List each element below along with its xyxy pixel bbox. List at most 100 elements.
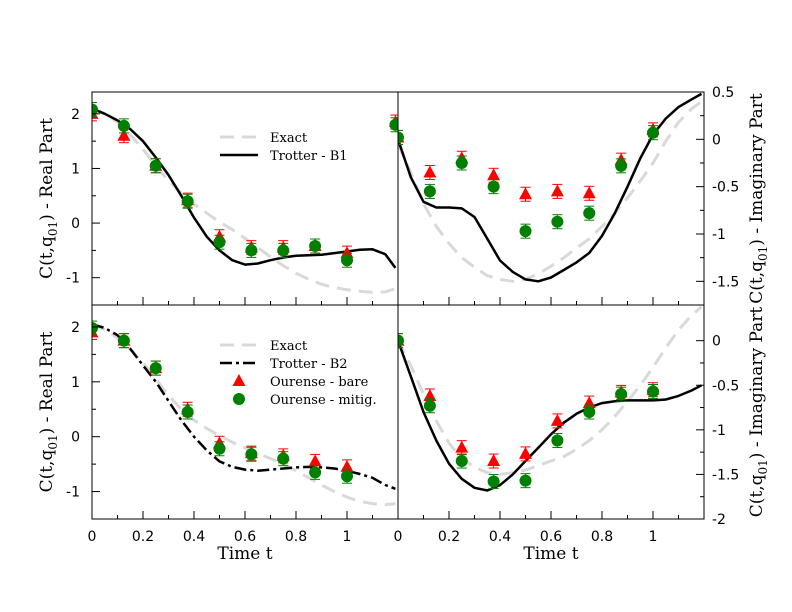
- y-tick-label: -1: [712, 227, 726, 243]
- x-tick-label: 1: [343, 529, 352, 545]
- point-bare: [455, 440, 469, 453]
- y-tick-label: -1: [66, 485, 80, 501]
- point-mitig: [423, 399, 436, 412]
- legend-label: Exact: [270, 131, 308, 146]
- point-mitig: [398, 334, 404, 347]
- point-mitig: [423, 185, 436, 198]
- point-mitig: [277, 452, 290, 465]
- y-tick-label: 2: [71, 107, 80, 123]
- point-mitig: [117, 119, 130, 132]
- legend-label: Ourense - mitig.: [270, 393, 377, 408]
- panels: -1 0 1 2 C(t,q01) - Real Part Exact Trotter - …: [37, 85, 770, 564]
- y-axis-label: C(t,q01) - Real Part: [37, 118, 60, 279]
- y-tick-label: -1.5: [712, 467, 739, 483]
- point-mitig: [519, 474, 532, 487]
- legend-label: Trotter - B1: [270, 149, 348, 164]
- legend-swatch: [233, 393, 245, 405]
- point-mitig: [277, 244, 290, 257]
- y-tick-label: 1: [71, 375, 80, 391]
- point-bare: [519, 446, 532, 459]
- point-bare: [487, 168, 501, 181]
- plot-area: [92, 320, 396, 507]
- series-line-exact: [398, 305, 703, 476]
- point-mitig: [398, 131, 404, 144]
- point-mitig: [389, 118, 398, 131]
- point-bare: [340, 246, 354, 259]
- point-mitig: [455, 157, 468, 169]
- point-mitig: [181, 406, 194, 418]
- point-mitig: [309, 466, 322, 479]
- y-axis-label: C(t,q01) - Real Part: [37, 331, 60, 492]
- point-mitig: [615, 159, 628, 172]
- series-line-trotter---b1: [398, 92, 703, 283]
- y-axis-label: C(t,q01) - Imaginary Part: [747, 93, 770, 304]
- x-tick-label: 0.2: [438, 529, 460, 545]
- x-tick-label: 0.4: [489, 529, 511, 545]
- point-mitig: [117, 334, 130, 347]
- y-axis-label: C(t,q01) - Imaginary Part: [747, 307, 770, 518]
- point-mitig: [583, 406, 596, 418]
- series-line-exact: [92, 322, 396, 507]
- panel-top-left: -1 0 1 2 C(t,q01) - Real Part Exact Trotter - …: [37, 91, 399, 306]
- x-tick-label: 0.6: [234, 529, 256, 545]
- legend-label: Exact: [270, 339, 308, 354]
- y-tick-label: 1: [71, 161, 80, 177]
- panel-bottom-right: -2 -1.5 -1 -0.5 0 0 0.2 0.4 0.6 0.8 1 C(t,q01) - Im…: [394, 304, 770, 564]
- point-mitig: [213, 236, 226, 249]
- legend: Exact Trotter - B1: [220, 131, 348, 164]
- y-tick-label: -0.5: [712, 378, 739, 394]
- point-mitig: [341, 254, 353, 267]
- panel-frame: [397, 91, 705, 306]
- panel-bottom-left: -1 0 1 2 0 0.2 0.4 0.6 0.8 1 C(t,q01) - Real Part T…: [37, 304, 399, 564]
- x-tick-label: 0: [88, 529, 97, 545]
- y-tick-label: 0: [71, 216, 80, 232]
- y-tick-label: -0.5: [712, 180, 739, 196]
- plot-area: [398, 305, 703, 492]
- point-mitig: [487, 180, 500, 193]
- point-mitig: [519, 225, 532, 238]
- x-axis-label: Time t: [523, 544, 578, 564]
- x-tick-label: 0.8: [591, 529, 613, 545]
- point-mitig: [92, 103, 98, 116]
- point-mitig: [647, 385, 659, 398]
- x-tick-label: 1: [649, 529, 658, 545]
- legend-label: Trotter - B2: [270, 357, 348, 372]
- x-tick-label: 0.4: [183, 529, 205, 545]
- point-bare: [423, 388, 437, 401]
- y-tick-label: -2: [712, 512, 726, 528]
- point-mitig: [149, 362, 162, 375]
- point-bare: [117, 128, 131, 141]
- panel-frame: [91, 91, 399, 306]
- x-tick-label: 0.8: [285, 529, 307, 545]
- point-mitig: [213, 442, 226, 455]
- point-bare: [487, 454, 501, 467]
- y-tick-label: 0: [712, 334, 721, 350]
- point-mitig: [551, 215, 564, 228]
- point-bare: [308, 454, 322, 467]
- point-bare: [423, 165, 437, 178]
- point-mitig: [487, 475, 500, 488]
- y-tick-label: -1: [712, 423, 726, 439]
- plot-area: [92, 101, 398, 294]
- point-mitig: [245, 244, 258, 257]
- point-mitig: [583, 207, 596, 220]
- series-line-trotter---b1: [398, 340, 703, 492]
- series-line-exact: [92, 108, 396, 294]
- point-bare: [550, 413, 564, 426]
- series-line-trotter---b1: [92, 107, 397, 269]
- panel-top-right: -1.5 -1 -0.5 0 0.5 C(t,q01) - Imaginary Part: [397, 85, 770, 306]
- point-mitig: [92, 322, 98, 335]
- series-line-exact: [398, 100, 703, 283]
- point-bare: [582, 186, 596, 199]
- y-tick-label: 0: [712, 132, 721, 148]
- legend-swatch: [232, 374, 246, 386]
- point-mitig: [309, 240, 322, 253]
- plot-area: [398, 92, 703, 283]
- point-bare: [550, 184, 564, 197]
- point-mitig: [341, 470, 353, 483]
- point-mitig: [551, 434, 564, 447]
- series-line-trotter---b2: [92, 323, 396, 490]
- point-mitig: [149, 159, 162, 172]
- x-tick-label: 0: [394, 529, 403, 545]
